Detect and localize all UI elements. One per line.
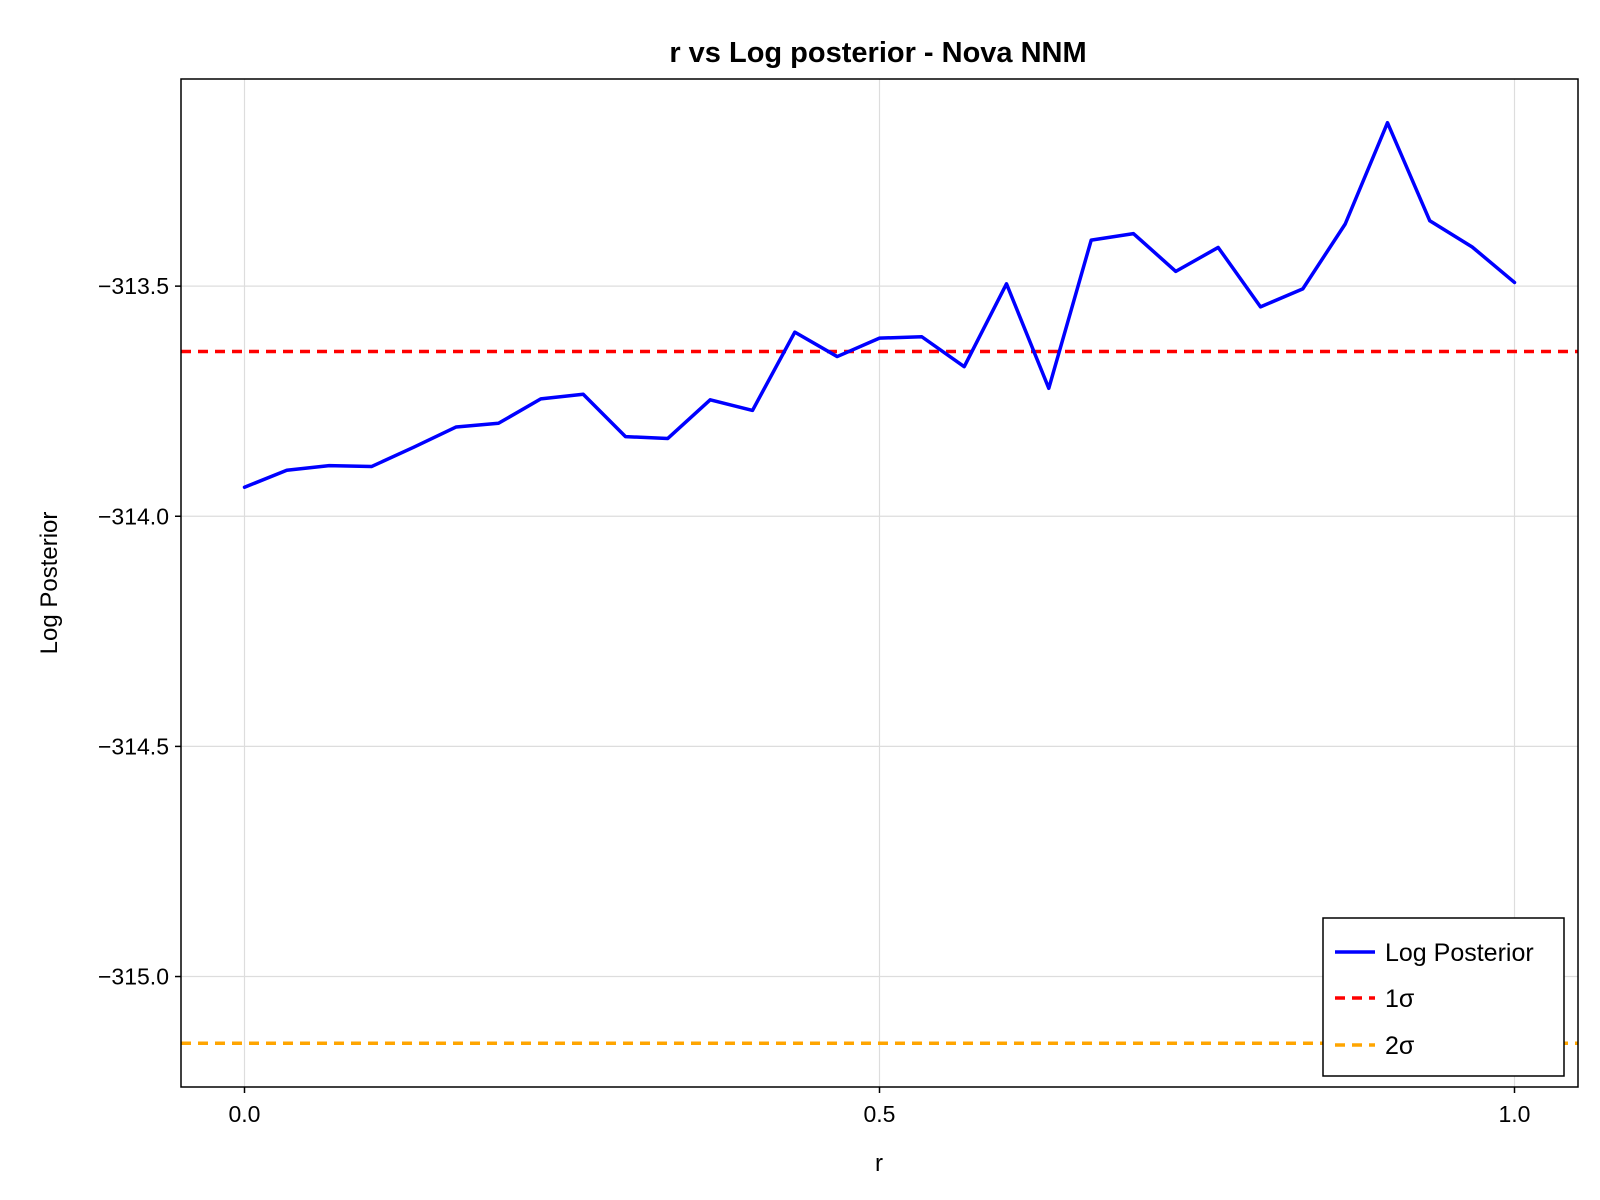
y-axis-ticks: −313.5 −314.0 −314.5 −315.0	[98, 273, 181, 990]
y-tick-label: −314.5	[98, 733, 169, 759]
y-tick-label: −313.5	[98, 273, 169, 299]
x-axis-ticks: 0.0 0.5 1.0	[229, 1087, 1531, 1127]
legend-label-log-posterior: Log Posterior	[1385, 939, 1534, 967]
y-axis-label: Log Posterior	[36, 512, 63, 655]
x-tick-label: 0.0	[229, 1101, 261, 1127]
chart-title: r vs Log posterior - Nova NNM	[669, 37, 1086, 69]
x-tick-label: 1.0	[1499, 1101, 1531, 1127]
y-tick-label: −314.0	[98, 503, 169, 529]
legend-label-1-sigma: 1σ	[1385, 985, 1415, 1013]
x-axis-label: r	[875, 1150, 883, 1177]
legend-label-2-sigma: 2σ	[1385, 1032, 1415, 1060]
legend-box	[1322, 917, 1565, 1077]
x-tick-label: 0.5	[864, 1101, 896, 1127]
legend: Log Posterior 1σ 2σ	[1322, 917, 1565, 1077]
y-tick-label: −315.0	[98, 964, 169, 990]
series-group	[242, 120, 1517, 490]
